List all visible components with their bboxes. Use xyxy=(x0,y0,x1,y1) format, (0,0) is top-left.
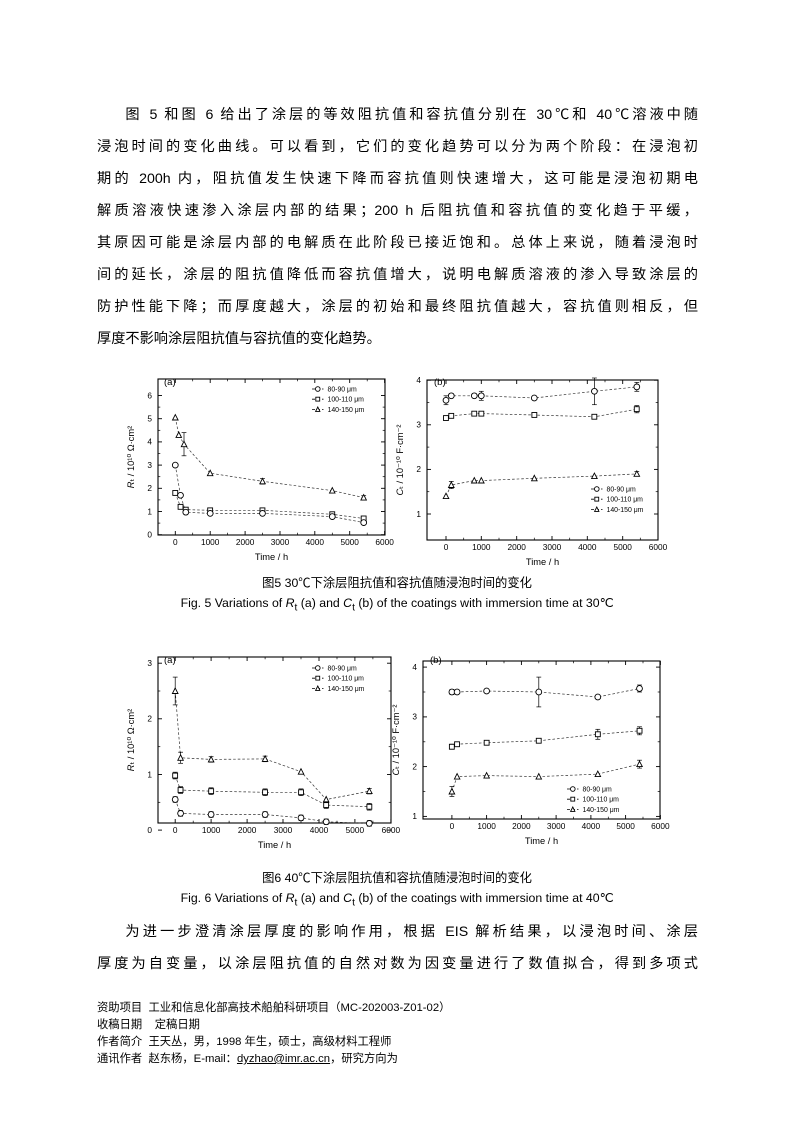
svg-text:Cₜ / 10⁻¹⁰ F·cm⁻²: Cₜ / 10⁻¹⁰ F·cm⁻² xyxy=(391,704,401,775)
svg-text:140-150 μm: 140-150 μm xyxy=(328,407,365,414)
svg-text:4000: 4000 xyxy=(310,825,329,835)
svg-text:140-150 μm: 140-150 μm xyxy=(607,507,644,514)
svg-text:140-150 μm: 140-150 μm xyxy=(583,807,620,814)
svg-text:1000: 1000 xyxy=(201,537,220,547)
svg-text:1: 1 xyxy=(147,769,152,779)
svg-text:3000: 3000 xyxy=(543,542,562,552)
svg-text:5000: 5000 xyxy=(340,537,359,547)
svg-text:3: 3 xyxy=(147,658,152,668)
svg-text:Time / h: Time / h xyxy=(525,836,558,846)
svg-text:80-90 μm: 80-90 μm xyxy=(328,386,358,393)
svg-text:100-110 μm: 100-110 μm xyxy=(583,797,620,804)
svg-text:2: 2 xyxy=(416,464,421,474)
svg-text:5: 5 xyxy=(147,414,152,424)
svg-text:1: 1 xyxy=(147,506,152,516)
svg-text:80-90 μm: 80-90 μm xyxy=(583,786,613,793)
svg-text:Rₜ / 10¹⁰ Ω·cm²: Rₜ / 10¹⁰ Ω·cm² xyxy=(126,709,136,772)
svg-text:2: 2 xyxy=(147,483,152,493)
svg-text:0: 0 xyxy=(173,825,178,835)
svg-text:2: 2 xyxy=(412,761,417,771)
svg-text:Cₜ / 10⁻¹⁰ F·cm⁻²: Cₜ / 10⁻¹⁰ F·cm⁻² xyxy=(395,424,405,495)
svg-text:0: 0 xyxy=(147,825,152,835)
svg-text:3: 3 xyxy=(412,712,417,722)
svg-text:6000: 6000 xyxy=(375,537,394,547)
svg-text:0: 0 xyxy=(147,530,152,540)
svg-text:80-90 μm: 80-90 μm xyxy=(607,486,637,493)
svg-text:0: 0 xyxy=(450,821,455,831)
svg-text:Time / h: Time / h xyxy=(255,552,288,562)
svg-text:5000: 5000 xyxy=(616,821,635,831)
svg-text:0: 0 xyxy=(173,537,178,547)
svg-text:(a): (a) xyxy=(164,377,176,388)
svg-text:4000: 4000 xyxy=(578,542,597,552)
svg-text:2000: 2000 xyxy=(507,542,526,552)
svg-text:1: 1 xyxy=(416,509,421,519)
svg-text:Rₜ / 10¹⁰ Ω·cm²: Rₜ / 10¹⁰ Ω·cm² xyxy=(126,426,136,489)
svg-text:100-110 μm: 100-110 μm xyxy=(328,676,365,683)
svg-text:4: 4 xyxy=(147,437,152,447)
svg-text:5000: 5000 xyxy=(346,825,365,835)
svg-text:2000: 2000 xyxy=(238,825,257,835)
svg-text:1000: 1000 xyxy=(477,821,496,831)
svg-text:4000: 4000 xyxy=(306,537,325,547)
svg-text:3000: 3000 xyxy=(271,537,290,547)
svg-text:140-150 μm: 140-150 μm xyxy=(328,686,365,693)
svg-text:1000: 1000 xyxy=(472,542,491,552)
svg-text:100-110 μm: 100-110 μm xyxy=(607,497,644,504)
svg-text:100-110 μm: 100-110 μm xyxy=(328,397,365,404)
svg-text:4: 4 xyxy=(412,662,417,672)
svg-text:0: 0 xyxy=(444,542,449,552)
svg-text:3: 3 xyxy=(147,460,152,470)
svg-text:2000: 2000 xyxy=(512,821,531,831)
svg-text:3: 3 xyxy=(416,420,421,430)
svg-text:1000: 1000 xyxy=(202,825,221,835)
svg-text:Time / h: Time / h xyxy=(258,840,291,850)
svg-text:6000: 6000 xyxy=(651,821,670,831)
svg-text:6: 6 xyxy=(147,390,152,400)
svg-text:1: 1 xyxy=(412,811,417,821)
svg-text:4000: 4000 xyxy=(582,821,601,831)
svg-text:Time / h: Time / h xyxy=(526,557,559,567)
svg-text:2: 2 xyxy=(147,714,152,724)
svg-text:5000: 5000 xyxy=(613,542,632,552)
svg-text:4: 4 xyxy=(416,375,421,385)
svg-text:6000: 6000 xyxy=(382,825,401,835)
svg-text:(b): (b) xyxy=(434,377,446,388)
svg-text:80-90 μm: 80-90 μm xyxy=(328,665,358,672)
svg-text:2000: 2000 xyxy=(236,537,255,547)
svg-text:3000: 3000 xyxy=(274,825,293,835)
svg-text:(a): (a) xyxy=(164,655,176,666)
svg-text:3000: 3000 xyxy=(547,821,566,831)
svg-text:6000: 6000 xyxy=(649,542,668,552)
svg-text:(b): (b) xyxy=(430,655,442,666)
